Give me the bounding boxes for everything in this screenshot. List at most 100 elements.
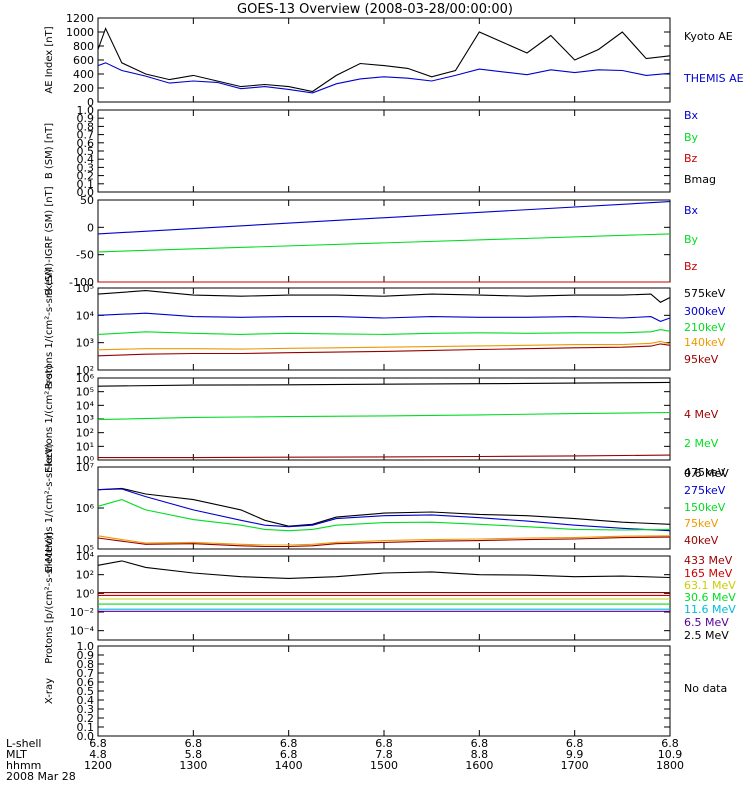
y-axis-label: B (SM)-IGRF (SM) [nT] bbox=[44, 186, 55, 295]
y-axis-label: AE Index [nT] bbox=[44, 26, 55, 93]
y-axis-label: X-ray bbox=[44, 678, 55, 704]
y-tick-label: 0.8 bbox=[77, 658, 95, 671]
legend-label: Bz bbox=[684, 260, 698, 273]
legend-label: By bbox=[684, 131, 699, 144]
x-tick-label: 6.8 bbox=[185, 737, 203, 750]
x-tick-label: 6.8 bbox=[89, 737, 107, 750]
x-tick-label: 4.8 bbox=[89, 748, 107, 761]
x-tick-label: 6.8 bbox=[471, 737, 489, 750]
y-tick-label: 0.7 bbox=[77, 667, 95, 680]
panel-frame bbox=[97, 199, 671, 283]
y-tick-label: 0.7 bbox=[77, 129, 95, 142]
legend-label: Bx bbox=[684, 204, 699, 217]
x-tick-label: 7.8 bbox=[375, 748, 393, 761]
series-line-bx bbox=[97, 201, 671, 235]
series-line-210kev bbox=[97, 329, 671, 335]
y-tick-label: 50 bbox=[80, 194, 94, 207]
y-tick-label: 1200 bbox=[66, 12, 94, 25]
y-tick-label: -50 bbox=[76, 249, 94, 262]
series-line-275kev bbox=[97, 488, 671, 532]
x-axis-row-label: hhmm bbox=[6, 759, 41, 772]
legend-label: 275keV bbox=[684, 484, 726, 497]
legend-label: 63.1 MeV bbox=[684, 579, 736, 592]
x-axis-row-label: MLT bbox=[6, 748, 27, 761]
x-tick-label: 1200 bbox=[84, 759, 112, 772]
y-tick-label: 10⁶ bbox=[76, 372, 95, 385]
legend-label: 575keV bbox=[684, 287, 726, 300]
y-tick-label: 0.6 bbox=[77, 676, 95, 689]
legend-label: 150keV bbox=[684, 501, 726, 514]
y-tick-label: 10⁰ bbox=[76, 587, 95, 600]
panel-frame bbox=[97, 17, 671, 103]
legend-label: Bmag bbox=[684, 173, 716, 186]
x-tick-label: 6.8 bbox=[280, 748, 298, 761]
panel-frame bbox=[97, 377, 671, 461]
x-tick-label: 1500 bbox=[370, 759, 398, 772]
y-tick-label: 0.1 bbox=[77, 178, 95, 191]
y-tick-label: 10⁴ bbox=[76, 550, 95, 563]
y-axis-label: Electrons 1/(cm²-s-sr) bbox=[44, 365, 55, 473]
series-line-40kev bbox=[97, 536, 671, 548]
y-tick-label: 10² bbox=[76, 569, 94, 582]
y-tick-label: 0.2 bbox=[77, 170, 95, 183]
series-line-2.5-mev bbox=[97, 560, 671, 579]
series-line-0.6-mev bbox=[97, 381, 671, 387]
y-tick-label: 1.0 bbox=[77, 104, 95, 117]
y-tick-label: 0.9 bbox=[77, 112, 95, 125]
legend-label: By bbox=[684, 233, 699, 246]
legend-label: 95keV bbox=[684, 353, 719, 366]
legend-label: 165 MeV bbox=[684, 567, 733, 580]
legend-label: 0.6 MeV bbox=[684, 467, 729, 480]
legend-label: 75keV bbox=[684, 517, 719, 530]
y-tick-label: 0.1 bbox=[77, 721, 95, 734]
y-tick-label: 1.0 bbox=[77, 640, 95, 653]
x-tick-label: 1300 bbox=[179, 759, 207, 772]
x-tick-label: 5.8 bbox=[185, 748, 203, 761]
y-tick-label: 10¹ bbox=[76, 440, 94, 453]
y-tick-label: 0.5 bbox=[77, 145, 95, 158]
x-tick-label: 6.8 bbox=[566, 737, 584, 750]
legend-label: Bz bbox=[684, 152, 698, 165]
y-tick-label: 10³ bbox=[76, 337, 94, 350]
y-tick-label: -100 bbox=[69, 276, 94, 289]
y-tick-label: 10³ bbox=[76, 413, 94, 426]
x-tick-label: 10.9 bbox=[658, 748, 683, 761]
y-tick-label: 10² bbox=[76, 364, 94, 377]
y-tick-label: 0.0 bbox=[77, 730, 95, 743]
y-tick-label: 200 bbox=[73, 82, 94, 95]
legend-label: 4 MeV bbox=[684, 408, 719, 421]
y-tick-label: 0.3 bbox=[77, 161, 95, 174]
legend-label: 140keV bbox=[684, 336, 726, 349]
legend-label: 300keV bbox=[684, 305, 726, 318]
legend-label: 210keV bbox=[684, 321, 726, 334]
y-axis-label: B (SM) [nT] bbox=[44, 123, 55, 179]
y-tick-label: 10⁻² bbox=[70, 606, 94, 619]
panel-frame bbox=[97, 466, 671, 550]
x-tick-label: 8.8 bbox=[471, 748, 489, 761]
legend-label: Kyoto AE bbox=[684, 30, 733, 43]
y-tick-label: 10⁵ bbox=[76, 543, 94, 556]
x-tick-label: 1800 bbox=[656, 759, 684, 772]
x-axis-row-label: 2008 Mar 28 bbox=[6, 770, 76, 783]
x-tick-label: 6.8 bbox=[280, 737, 298, 750]
x-axis-row-label: L-shell bbox=[6, 737, 42, 750]
legend-label: 475keV bbox=[684, 466, 726, 479]
legend-label: 2 MeV bbox=[684, 437, 719, 450]
legend-label: 2.5 MeV bbox=[684, 629, 729, 642]
y-tick-label: 10⁻⁴ bbox=[70, 625, 95, 638]
x-tick-label: 6.8 bbox=[661, 737, 679, 750]
y-tick-label: 0.2 bbox=[77, 712, 95, 725]
series-line-95kev bbox=[97, 343, 671, 357]
series-line-575kev bbox=[97, 290, 671, 303]
y-tick-label: 0 bbox=[87, 96, 94, 109]
y-tick-label: 400 bbox=[73, 68, 94, 81]
legend-label: 40keV bbox=[684, 534, 719, 547]
series-line-150kev bbox=[97, 499, 671, 532]
y-tick-label: 10⁷ bbox=[76, 461, 94, 474]
series-line-2-mev bbox=[97, 411, 671, 421]
y-tick-label: 0 bbox=[87, 221, 94, 234]
legend-label: 6.5 MeV bbox=[684, 616, 729, 629]
y-axis-label: Protons 1/(cm²-s-sr-keV) bbox=[44, 269, 55, 390]
legend-label: 433 MeV bbox=[684, 554, 733, 567]
